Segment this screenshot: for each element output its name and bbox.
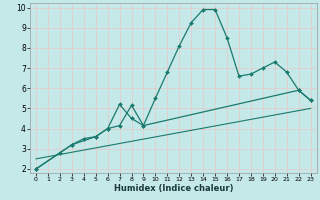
X-axis label: Humidex (Indice chaleur): Humidex (Indice chaleur)	[114, 184, 233, 193]
